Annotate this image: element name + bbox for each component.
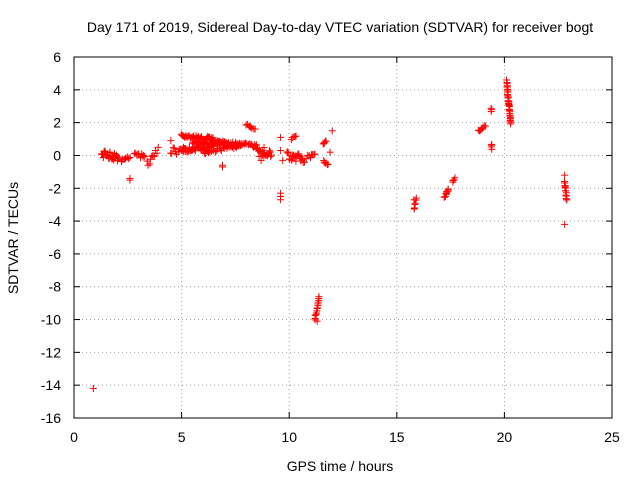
data-point bbox=[114, 153, 122, 161]
data-point bbox=[263, 151, 271, 159]
data-point bbox=[311, 150, 319, 158]
data-point bbox=[322, 137, 330, 145]
data-point bbox=[326, 148, 334, 156]
data-point bbox=[328, 127, 336, 135]
data-point bbox=[260, 152, 268, 160]
data-point bbox=[411, 199, 419, 207]
x-axis-label: GPS time / hours bbox=[287, 458, 394, 474]
y-tick-label: 2 bbox=[53, 115, 61, 131]
data-point bbox=[320, 138, 328, 146]
data-point bbox=[507, 120, 515, 128]
x-tick-label: 0 bbox=[70, 429, 78, 445]
data-point bbox=[265, 147, 273, 155]
data-point bbox=[561, 183, 569, 191]
y-tick-label: -12 bbox=[41, 344, 61, 360]
data-point bbox=[154, 143, 162, 151]
y-tick-label: -14 bbox=[41, 377, 61, 393]
y-axis-label: SDTVAR / TECUs bbox=[5, 182, 21, 294]
data-point bbox=[153, 149, 161, 157]
y-tick-label: -4 bbox=[49, 213, 62, 229]
y-tick-label: 4 bbox=[53, 82, 61, 98]
data-point bbox=[170, 144, 178, 152]
data-point bbox=[444, 185, 452, 193]
data-point bbox=[99, 154, 107, 162]
y-tick-label: 6 bbox=[53, 49, 61, 65]
data-point bbox=[410, 204, 418, 212]
x-tick-label: 15 bbox=[389, 429, 405, 445]
data-point bbox=[277, 196, 285, 204]
axis-ticks: 0 5 10 15 20 25 -16 -14 -12 -10 -8 -6 -4 -2 0 2 4 6 bbox=[41, 49, 620, 445]
data-point bbox=[167, 137, 175, 145]
data-point bbox=[247, 123, 255, 131]
data-point bbox=[257, 156, 265, 164]
x-tick-label: 25 bbox=[604, 429, 620, 445]
data-point bbox=[561, 171, 569, 179]
y-tick-label: -6 bbox=[49, 246, 62, 262]
data-point bbox=[561, 220, 569, 228]
data-point bbox=[324, 160, 332, 168]
data-point bbox=[149, 151, 157, 159]
data-point bbox=[488, 140, 496, 148]
data-point bbox=[106, 148, 114, 156]
data-point bbox=[310, 151, 318, 159]
data-point bbox=[488, 106, 496, 114]
data-point bbox=[126, 153, 134, 161]
x-tick-label: 5 bbox=[178, 429, 186, 445]
x-tick-label: 20 bbox=[497, 429, 513, 445]
plot-frame bbox=[73, 56, 613, 419]
data-point bbox=[300, 158, 308, 166]
data-point bbox=[292, 132, 300, 140]
data-point bbox=[298, 153, 306, 161]
data-point bbox=[242, 121, 250, 129]
data-point bbox=[277, 133, 285, 141]
data-point bbox=[260, 144, 268, 152]
data-point bbox=[101, 147, 109, 155]
data-point bbox=[168, 149, 176, 157]
grid bbox=[74, 57, 612, 418]
data-point bbox=[313, 317, 321, 325]
data-points bbox=[89, 76, 571, 392]
y-tick-label: -8 bbox=[49, 279, 62, 295]
data-point bbox=[229, 143, 237, 151]
y-tick-label: 0 bbox=[53, 147, 61, 163]
data-point bbox=[312, 310, 320, 318]
data-point bbox=[277, 147, 285, 155]
data-point bbox=[89, 384, 97, 392]
data-point bbox=[218, 163, 226, 171]
y-tick-label: -10 bbox=[41, 312, 61, 328]
data-point bbox=[451, 174, 459, 182]
y-tick-label: -2 bbox=[49, 180, 62, 196]
data-point bbox=[279, 156, 287, 164]
y-tick-label: -16 bbox=[41, 410, 61, 426]
chart-title: Day 171 of 2019, Sidereal Day-to-day VTE… bbox=[87, 19, 593, 35]
data-point bbox=[141, 152, 149, 160]
data-point bbox=[302, 155, 310, 163]
data-point bbox=[223, 144, 231, 152]
data-point bbox=[251, 125, 259, 133]
data-point bbox=[410, 196, 418, 204]
data-point bbox=[125, 155, 133, 163]
data-point bbox=[169, 144, 177, 152]
data-point bbox=[487, 104, 495, 112]
data-point bbox=[262, 151, 270, 159]
data-point bbox=[562, 195, 570, 203]
data-point bbox=[238, 140, 246, 148]
data-point bbox=[126, 174, 134, 182]
data-point bbox=[315, 293, 323, 301]
data-point bbox=[191, 147, 199, 155]
data-point bbox=[146, 160, 154, 168]
x-tick-label: 10 bbox=[281, 429, 297, 445]
data-point bbox=[563, 196, 571, 204]
data-point bbox=[139, 151, 147, 159]
data-point bbox=[146, 155, 154, 163]
data-point bbox=[481, 122, 489, 130]
